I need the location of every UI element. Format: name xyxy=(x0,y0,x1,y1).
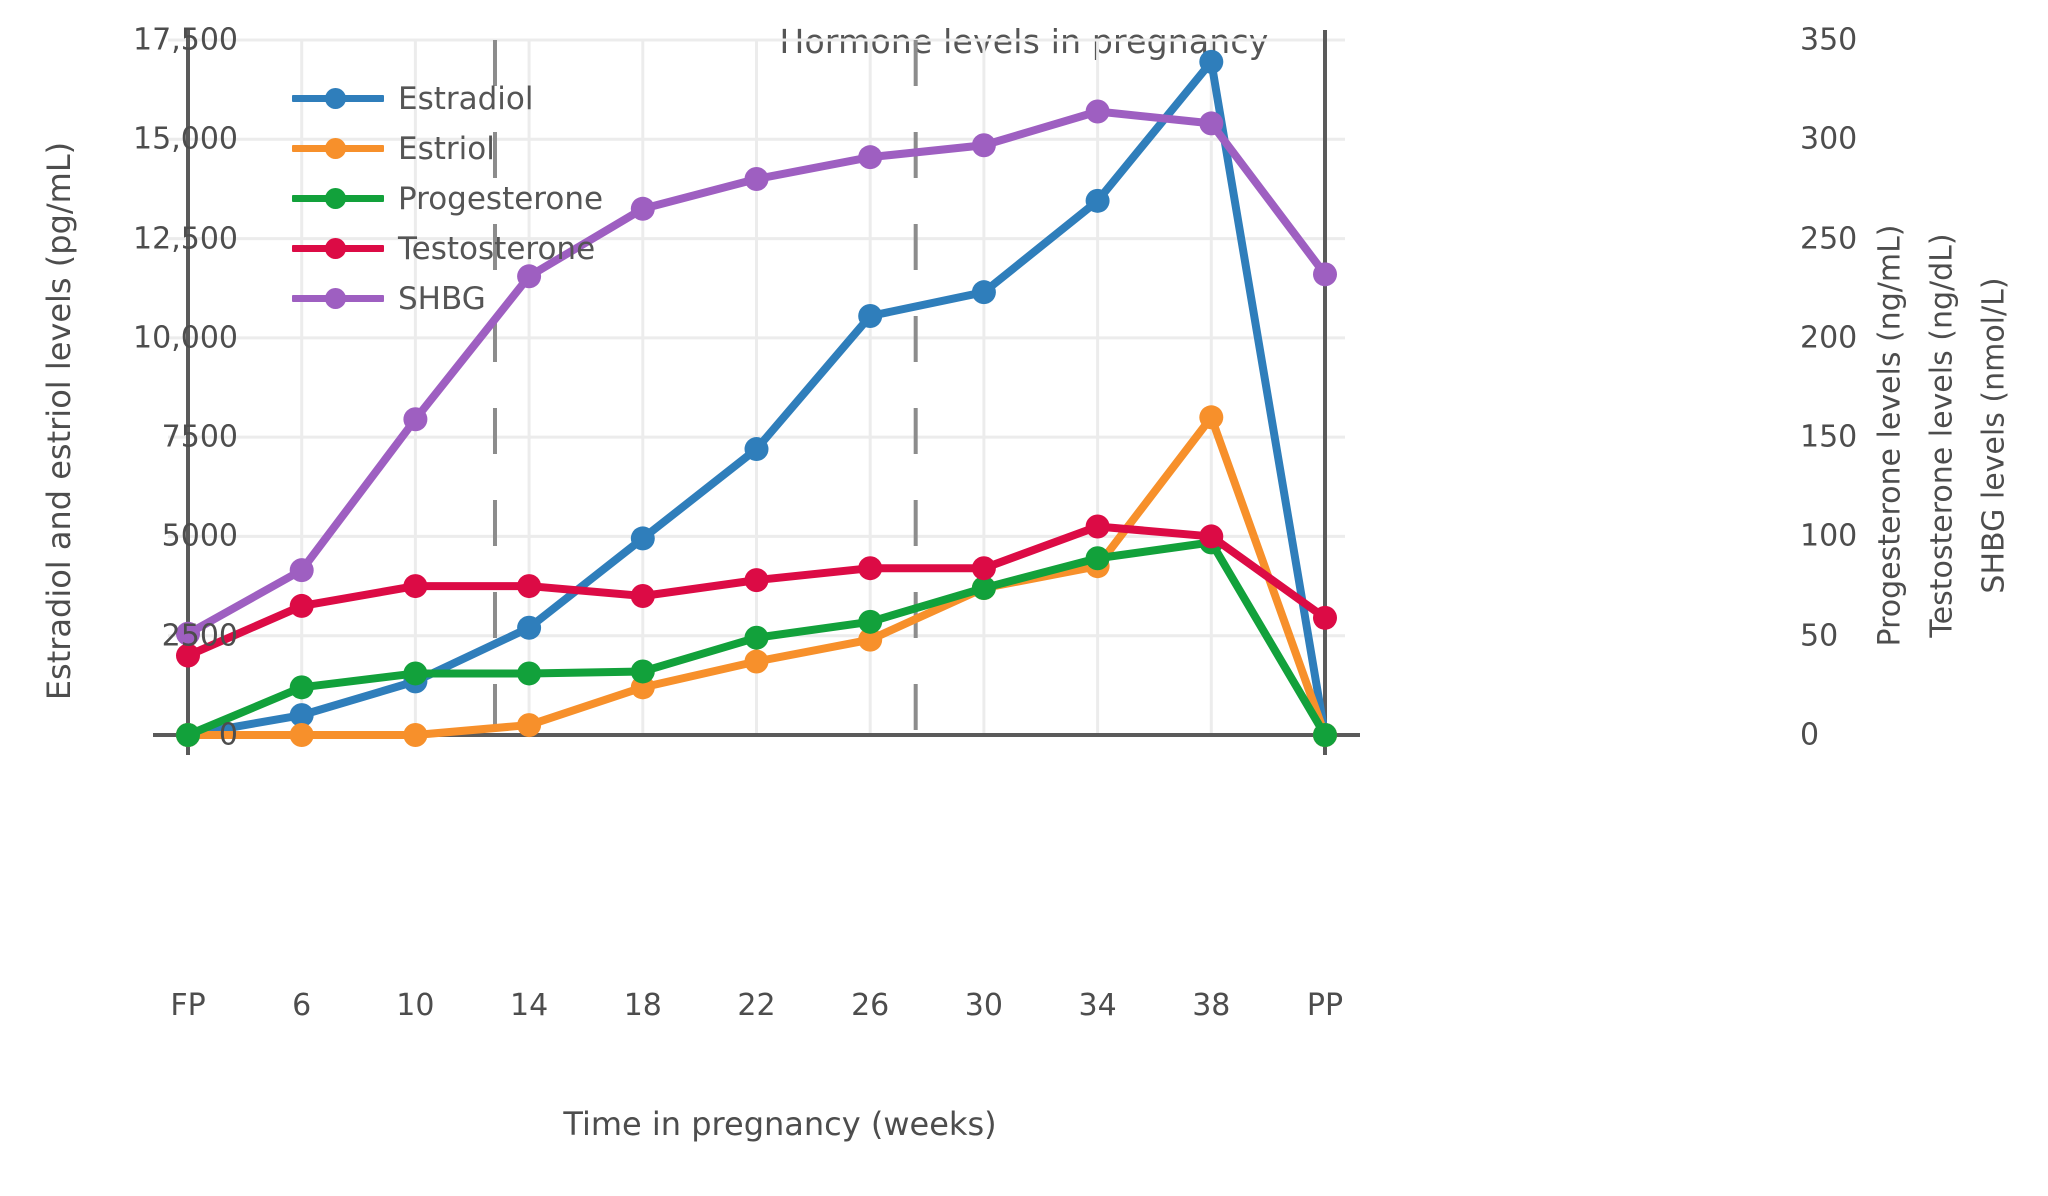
x-axis-tick-label: 18 xyxy=(623,988,662,1023)
legend-item-estradiol[interactable]: Estradiol xyxy=(292,80,603,117)
x-axis-tick-label: 10 xyxy=(396,988,435,1023)
y-axis-right-tick-label: 100 xyxy=(1800,518,1858,554)
legend-swatch-icon xyxy=(292,282,384,315)
y-axis-right-tick-label: 0 xyxy=(1800,717,1820,753)
x-axis-tick-label: 26 xyxy=(851,988,890,1023)
y-axis-right-tick-label: 250 xyxy=(1800,221,1858,257)
y-axis-right-tick-label: 350 xyxy=(1800,22,1858,58)
y-axis-right-tick-label: 200 xyxy=(1800,320,1858,356)
y-axis-left-tick-label: 10,000 xyxy=(133,320,238,356)
y-axis-left-title: Estradiol and estriol levels (pg/mL) xyxy=(40,141,78,701)
legend-item-label: Testosterone xyxy=(398,230,596,267)
legend-swatch-icon xyxy=(292,182,384,215)
y-axis-right-tick-label: 150 xyxy=(1800,419,1858,455)
y-axis-left-tick-label: 15,000 xyxy=(133,121,238,157)
legend-item-shbg[interactable]: SHBG xyxy=(292,280,603,317)
x-axis-title: Time in pregnancy (weeks) xyxy=(563,1105,997,1143)
chart-legend: Estradiol Estriol Progesterone Testosterone… xyxy=(292,80,604,317)
legend-item-label: SHBG xyxy=(398,280,486,317)
x-axis-tick-label: PP xyxy=(1306,988,1344,1023)
y-axis-right-tick-label: 50 xyxy=(1800,618,1839,654)
legend-item-label: Estriol xyxy=(398,130,495,167)
x-axis-tick-label: 34 xyxy=(1078,988,1117,1023)
legend-item-testosterone[interactable]: Testosterone xyxy=(292,230,603,267)
y-axis-right-tick-label: 300 xyxy=(1800,121,1858,157)
series-progesterone xyxy=(176,530,1337,747)
x-axis-tick-label: 14 xyxy=(510,988,549,1023)
x-axis-tick-label: 38 xyxy=(1192,988,1231,1023)
legend-item-estriol[interactable]: Estriol xyxy=(292,130,603,167)
legend-item-label: Progesterone xyxy=(398,180,604,217)
x-axis-tick-label: 22 xyxy=(737,988,776,1023)
series-testosterone xyxy=(176,514,1337,668)
x-axis-tick-label: FP xyxy=(170,988,206,1023)
y-axis-right-title-progesterone: Progesterone levels (ng/mL) xyxy=(1872,224,1908,647)
legend-item-progesterone[interactable]: Progesterone xyxy=(292,180,604,217)
y-axis-left-tick-label: 7500 xyxy=(161,419,238,455)
legend-swatch-icon xyxy=(292,232,384,265)
y-axis-left-tick-label: 17,500 xyxy=(133,22,238,58)
legend-swatch-icon xyxy=(292,132,384,165)
x-axis-tick-label: 30 xyxy=(964,988,1003,1023)
y-axis-left-tick-label: 12,500 xyxy=(133,221,238,257)
legend-item-label: Estradiol xyxy=(398,80,534,117)
y-axis-left-tick-label: 5000 xyxy=(161,518,238,554)
y-axis-right-title-testosterone: Testosterone levels (ng/dL) xyxy=(1924,233,1960,638)
x-axis-tick-label: 6 xyxy=(292,988,312,1023)
y-axis-right-title-shbg: SHBG levels (nmol/L) xyxy=(1976,277,2012,594)
series-estriol xyxy=(176,405,1337,747)
y-axis-left-tick-label: 2500 xyxy=(161,618,238,654)
legend-swatch-icon xyxy=(292,82,384,115)
chart-title: Hormone levels in pregnancy xyxy=(779,22,1269,61)
y-axis-left-tick-label: 0 xyxy=(218,717,238,753)
